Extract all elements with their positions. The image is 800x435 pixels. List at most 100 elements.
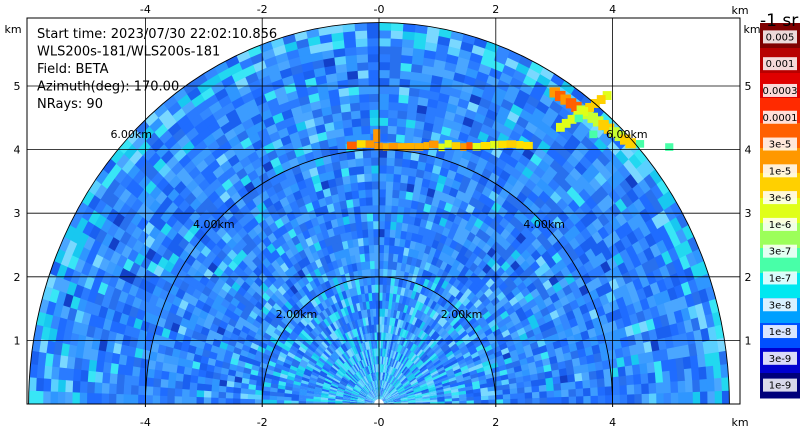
range-bin [465, 340, 475, 349]
range-bin [711, 350, 721, 366]
range-bin [373, 347, 376, 357]
range-bin [441, 183, 452, 195]
range-bin [344, 190, 353, 201]
range-bin [365, 196, 373, 206]
range-bin [403, 134, 414, 145]
range-bin [276, 400, 285, 404]
range-bin [283, 313, 293, 323]
range-bin [85, 325, 96, 339]
range-bin [302, 326, 311, 336]
range-bin [677, 379, 686, 393]
range-bin [591, 156, 606, 173]
range-bin [447, 326, 456, 335]
range-bin [72, 380, 81, 394]
range-bin [496, 319, 506, 329]
range-bin [366, 340, 371, 350]
range-bin [58, 355, 69, 370]
range-bin [130, 183, 145, 200]
range-bin [416, 375, 425, 382]
range-bin [393, 351, 399, 360]
range-bin [115, 254, 128, 269]
range-bin [406, 372, 414, 380]
range-bin [347, 381, 355, 388]
range-bin [564, 358, 574, 369]
range-bin [350, 230, 358, 240]
range-bin [315, 313, 324, 323]
range-bin [422, 396, 431, 399]
range-bin [393, 165, 402, 175]
range-bin [403, 329, 409, 339]
range-bin [387, 109, 398, 119]
range-bin [396, 318, 402, 328]
range-bin [400, 364, 407, 373]
range-bin [314, 324, 323, 334]
range-bin [650, 227, 664, 244]
range-bin [486, 331, 496, 341]
range-bin [343, 392, 351, 397]
range-bin [390, 376, 396, 385]
range-bin [414, 357, 422, 366]
range-bin [339, 102, 351, 113]
range-bin [347, 86, 360, 96]
range-bin [696, 353, 707, 368]
range-bin [449, 358, 459, 366]
range-bin [355, 53, 368, 64]
range-bin [383, 364, 386, 373]
range-bin [335, 390, 344, 395]
range-bin [441, 117, 454, 129]
range-bin [318, 33, 333, 44]
range-bin [399, 391, 407, 396]
range-bin [228, 363, 238, 372]
range-bin [327, 324, 335, 334]
range-bin [155, 352, 165, 364]
range-bin [64, 392, 73, 404]
range-bin [470, 294, 480, 305]
range-bin [473, 358, 483, 366]
range-bin [349, 254, 357, 265]
range-bin [131, 274, 143, 289]
range-bin [307, 133, 319, 145]
range-bin [236, 360, 246, 368]
range-bin [107, 163, 122, 180]
range-bin [202, 113, 217, 128]
range-bin [309, 270, 318, 281]
range-bin [366, 383, 372, 391]
range-bin [395, 133, 405, 144]
range-bin [44, 353, 54, 368]
range-bin [376, 339, 379, 349]
range-bin [334, 283, 342, 294]
range-bin [139, 320, 150, 333]
range-bin [359, 253, 366, 263]
range-bin [385, 372, 389, 382]
range-bin [129, 212, 143, 227]
range-bin [80, 358, 90, 372]
range-bin [466, 400, 475, 404]
range-bin [130, 385, 139, 396]
range-bin [407, 331, 414, 341]
range-bin [538, 377, 547, 386]
range-bin [356, 352, 362, 362]
range-bin [348, 246, 355, 257]
range-bin [351, 311, 357, 321]
range-bin [398, 270, 405, 280]
range-bin [245, 315, 256, 325]
range-bin [571, 356, 581, 367]
range-bin [459, 344, 468, 353]
range-bin [445, 102, 458, 114]
range-bin [298, 249, 307, 260]
range-bin [447, 373, 456, 380]
range-bin [431, 342, 440, 351]
range-bin [420, 303, 428, 313]
range-bin [481, 359, 491, 368]
range-bin [399, 393, 408, 398]
range-bin [301, 376, 310, 383]
colorbar-tick-label: 0.005 [766, 32, 795, 43]
range-bin [396, 352, 402, 362]
range-bin [433, 379, 442, 385]
range-bin [112, 183, 126, 200]
layer-cell [523, 141, 533, 150]
range-bin [371, 356, 374, 365]
range-bin [261, 399, 270, 404]
range-bin [631, 182, 646, 199]
colorbar-label-box [763, 110, 797, 124]
